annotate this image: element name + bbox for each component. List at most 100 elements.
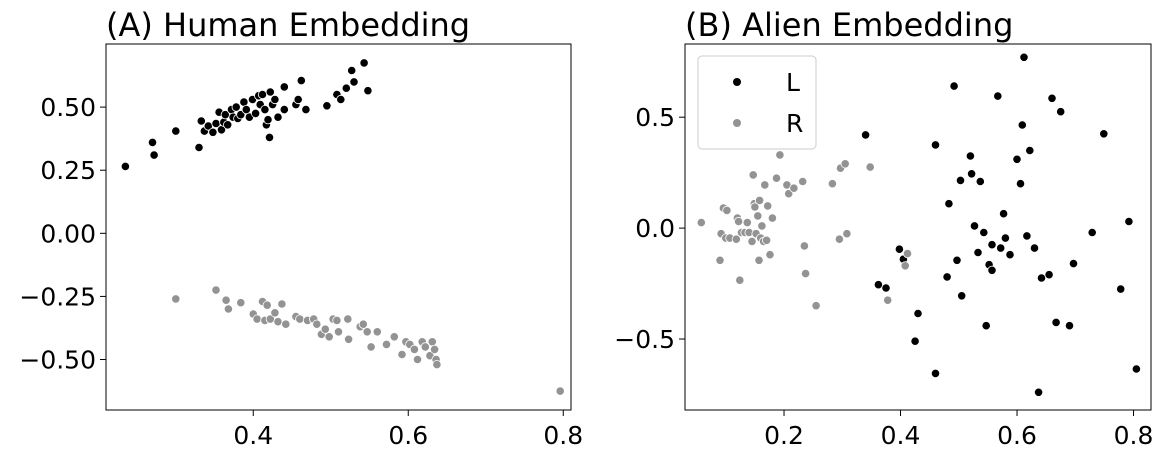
panel-b-point-L-46	[1099, 129, 1109, 139]
panel-b-point-L-34	[1022, 231, 1032, 241]
panel-a-ytick-label-4: 0.50	[40, 93, 96, 122]
panel-a-title: (A) Human Embedding	[106, 6, 470, 44]
panel-b-point-L-49	[1131, 364, 1142, 374]
panel-b-point-R-43	[840, 159, 850, 169]
panel-b-xtick-label-0: 0.2	[764, 421, 804, 450]
panel-a-point-L-46	[347, 65, 357, 76]
panel-a-point-R-41	[420, 342, 430, 352]
legend-label-L: L	[786, 68, 800, 97]
panel-a-xtick-label-1: 0.6	[388, 421, 428, 450]
panel-a-human-embedding: (A) Human Embedding 0.4 0.6 0.8 −0.50 −0.25 0…	[19, 6, 583, 450]
panel-a-point-R-38	[409, 344, 419, 354]
panel-b-point-L-38	[1036, 273, 1047, 283]
panel-b-point-R-36	[798, 176, 808, 187]
panel-b-point-L-35	[1025, 145, 1035, 156]
panel-a-point-L-17	[231, 102, 241, 112]
panel-b-point-L-20	[979, 227, 989, 238]
panel-b-point-R-0	[696, 218, 706, 228]
panel-a-point-R-25	[333, 327, 344, 337]
panel-b-point-L-0	[860, 130, 871, 140]
panel-a-point-R-33	[381, 339, 392, 349]
panel-a-point-R-13	[277, 299, 287, 309]
panel-a-point-R-4	[236, 298, 246, 308]
panel-a-point-L-45	[341, 83, 351, 93]
panel-b-point-L-47	[1116, 284, 1126, 294]
panel-b-point-L-28	[1000, 233, 1011, 243]
panel-b-point-L-15	[965, 151, 976, 161]
panel-a-point-L-28	[260, 105, 270, 115]
panel-b-point-R-32	[775, 150, 785, 160]
panel-a-point-R-12	[273, 317, 283, 327]
panel-b-point-R-15	[747, 236, 757, 246]
panel-a-point-R-14	[281, 319, 291, 329]
panel-a-point-L-39	[293, 94, 303, 105]
panel-a-point-L-24	[251, 108, 261, 119]
panel-a-point-R-43	[427, 337, 437, 347]
panel-b-point-L-27	[998, 209, 1009, 219]
panel-b-point-L-42	[1056, 107, 1066, 117]
panel-a-point-L-30	[263, 115, 273, 125]
panel-b-point-R-26	[760, 180, 770, 190]
panel-a-point-L-40	[296, 76, 306, 86]
panel-b-point-L-39	[1044, 270, 1054, 280]
panel-a-point-R-35	[397, 349, 407, 360]
panel-b-point-L-9	[942, 272, 952, 282]
panel-b-point-R-39	[811, 301, 821, 311]
panel-b-point-L-44	[1068, 258, 1079, 269]
panel-b-xtick-label-1: 0.4	[881, 421, 921, 450]
panel-b-point-R-45	[865, 162, 875, 172]
panel-b-point-L-23	[987, 240, 997, 250]
panel-a-point-R-47	[555, 386, 565, 396]
panel-b-point-L-12	[952, 255, 962, 265]
panel-b-point-L-43	[1064, 321, 1075, 331]
panel-b-point-L-2	[881, 283, 891, 293]
panel-a-ytick-label-2: 0.00	[40, 219, 96, 248]
legend-marker-L	[733, 78, 741, 86]
panel-b-point-R-47	[900, 261, 910, 271]
panel-a-ytick-label-0: −0.50	[19, 346, 96, 375]
panel-b-point-L-40	[1047, 93, 1057, 103]
panel-b-point-R-20	[753, 211, 763, 221]
panel-a-point-L-41	[301, 105, 311, 115]
panel-a-point-R-26	[343, 314, 353, 324]
panel-a-point-R-46	[432, 359, 442, 370]
panel-a-point-R-1	[211, 285, 221, 295]
legend-box	[697, 55, 817, 150]
panel-a-xtick-label-0: 0.4	[233, 421, 273, 450]
panel-b-point-L-11	[949, 81, 959, 91]
panel-a-point-L-37	[279, 105, 289, 115]
panel-b-point-L-45	[1087, 227, 1097, 238]
panel-a-point-L-42	[322, 101, 332, 111]
panel-b-point-L-24	[987, 265, 997, 275]
panel-a-point-R-21	[320, 324, 330, 334]
panel-b-point-R-16	[748, 170, 758, 180]
panel-b-point-L-30	[1012, 154, 1022, 164]
panel-a-point-L-21	[241, 105, 251, 115]
panel-b-point-L-37	[1034, 387, 1044, 397]
panel-b-point-R-1	[715, 255, 725, 265]
panel-a-point-R-29	[358, 319, 368, 329]
panel-b-point-L-31	[1015, 179, 1026, 189]
panel-a-point-L-0	[120, 161, 131, 171]
panel-a-point-L-36	[279, 82, 289, 92]
panel-b-point-L-1	[873, 280, 884, 290]
panel-a-point-L-5	[196, 116, 206, 126]
panel-b-point-R-30	[767, 213, 778, 223]
panel-a-point-L-1	[147, 137, 158, 147]
panel-a-point-R-24	[332, 315, 342, 325]
panel-a-point-R-6	[252, 314, 262, 324]
panel-a-point-R-30	[362, 327, 372, 337]
panel-b-point-R-40	[827, 179, 838, 189]
panel-b-point-R-13	[742, 218, 752, 228]
panel-a-point-L-44	[336, 94, 346, 105]
legend: L R	[697, 55, 817, 150]
panel-b-point-L-3	[894, 244, 905, 254]
panel-b-point-R-27	[761, 235, 772, 245]
panel-b-point-R-22	[754, 195, 765, 205]
panel-b-point-R-10	[735, 275, 745, 285]
panel-b-point-R-7	[731, 234, 741, 244]
panel-b-point-R-48	[902, 249, 913, 259]
panel-a-point-L-4	[194, 142, 204, 153]
panel-b-point-L-18	[973, 247, 983, 258]
